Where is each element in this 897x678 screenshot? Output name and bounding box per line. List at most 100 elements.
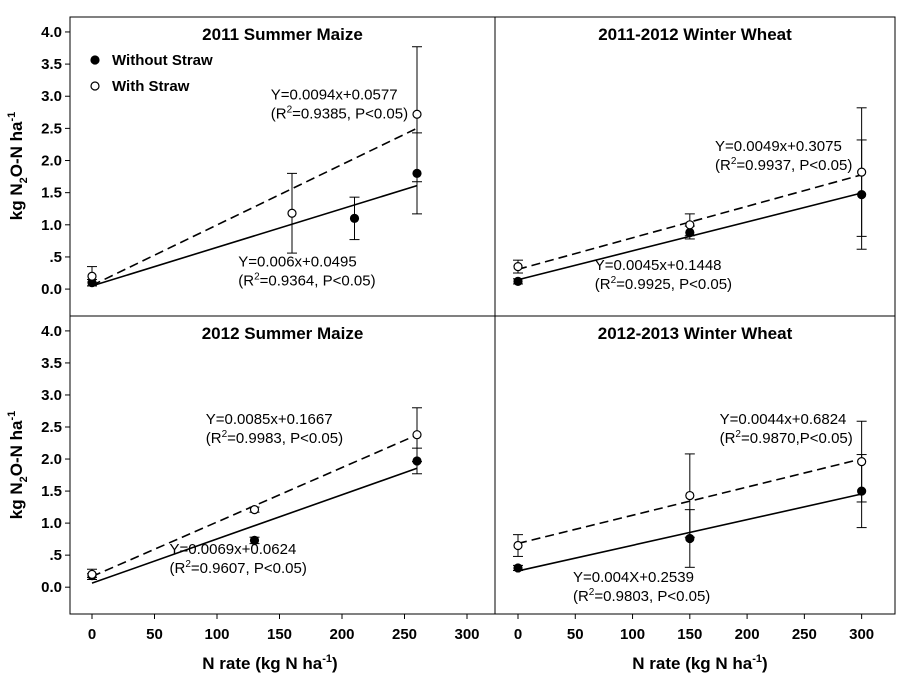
y-tick-label: 0.0 <box>41 579 62 596</box>
x-tick-label: 200 <box>329 626 354 643</box>
r2-prefix: (R <box>238 273 254 290</box>
point-with-straw <box>287 208 297 218</box>
point-with-straw <box>87 569 97 579</box>
y-tick-label: 2.0 <box>41 451 62 468</box>
r2-prefix: (R <box>595 276 611 293</box>
r2-superscript: 2 <box>731 156 737 167</box>
r2-value: =0.9803, P<0.05) <box>594 588 710 605</box>
x-axis-label: N rate (kg N ha-1) <box>632 653 767 673</box>
legend-marker-open <box>90 81 100 91</box>
panel-4: 2012-2013 Winter Wheat 0 50 100 150 200 250 300… <box>494 315 896 643</box>
y-axis-label-mid: O-N ha <box>7 420 26 476</box>
point-with-straw <box>87 271 97 281</box>
x-tick-label: 300 <box>849 626 874 643</box>
regression-stats: (R2=0.9364, P<0.05) <box>238 272 375 290</box>
r2-prefix: (R <box>206 430 222 447</box>
y-axis-label-subscript: 2 <box>18 476 30 482</box>
r2-superscript: 2 <box>589 587 595 598</box>
r2-superscript: 2 <box>254 272 260 283</box>
point-without-straw <box>513 276 523 286</box>
y-axis-label: kg N2O-N ha-1 <box>6 112 30 220</box>
regression-stats: (R2=0.9385, P<0.05) <box>271 104 408 122</box>
r2-superscript: 2 <box>222 429 228 440</box>
r2-prefix: (R <box>720 430 736 447</box>
y-tick-label: 3.5 <box>41 56 62 73</box>
y-tick-label: 4.0 <box>41 24 62 41</box>
panel-frame <box>494 315 896 615</box>
r2-value: =0.9870,P<0.05) <box>741 430 853 447</box>
y-tick-label: 2.0 <box>41 153 62 170</box>
x-tick-label: 100 <box>620 626 645 643</box>
y-tick-label: 4.0 <box>41 323 62 340</box>
r2-prefix: (R <box>271 105 287 122</box>
y-tick-label: 1.5 <box>41 483 62 500</box>
x-tick-label: 150 <box>677 626 702 643</box>
x-tick-label: 100 <box>204 626 229 643</box>
point-without-straw <box>513 563 523 573</box>
y-tick-label: 3.0 <box>41 387 62 404</box>
regression-equation: Y=0.006x+0.0495 <box>238 254 356 271</box>
point-without-straw <box>349 213 360 223</box>
legend-label: With Straw <box>112 78 190 95</box>
panel-3: 2012 Summer Maize 0.0 .5 1.0 1.5 2.0 2.5 3.0 3.5… <box>41 315 496 643</box>
panel-title: 2012-2013 Winter Wheat <box>598 324 793 343</box>
point-without-straw <box>249 535 260 546</box>
r2-value: =0.9364, P<0.05) <box>260 273 376 290</box>
x-axis-label: N rate (kg N ha-1) <box>202 653 337 673</box>
y-tick-label: 0.0 <box>41 281 62 298</box>
r2-value: =0.9983, P<0.05) <box>227 430 343 447</box>
r2-prefix: (R <box>170 560 186 577</box>
x-tick-label: 250 <box>392 626 417 643</box>
regression-stats: (R2=0.9983, P<0.05) <box>206 429 343 447</box>
y-tick-label: 1.0 <box>41 217 62 234</box>
y-axis-label: kg N2O-N ha-1 <box>6 411 30 519</box>
r2-value: =0.9925, P<0.05) <box>616 276 732 293</box>
panel-1: 2011 Summer Maize 0.0 .5 1.0 1.5 2.0 2.5 3.0 3.5… <box>41 16 496 317</box>
regression-equation: Y=0.0085x+0.1667 <box>206 411 333 428</box>
r2-value: =0.9385, P<0.05) <box>292 105 408 122</box>
y-tick-label: 3.5 <box>41 355 62 372</box>
regression-stats: (R2=0.9870,P<0.05) <box>720 429 853 447</box>
x-tick-label: 50 <box>567 626 584 643</box>
panel-title: 2011 Summer Maize <box>202 25 363 44</box>
x-tick-label: 150 <box>267 626 292 643</box>
x-axis-label-superscript: -1 <box>752 653 762 665</box>
y-axis-label-base: kg N <box>7 482 26 519</box>
y-tick-label: .5 <box>49 547 62 564</box>
r2-value: =0.9937, P<0.05) <box>736 157 852 174</box>
y-tick-label: 2.5 <box>41 419 62 436</box>
regression-equation: Y=0.0044x+0.6824 <box>720 411 847 428</box>
point-with-straw <box>857 167 867 177</box>
y-axis-label-superscript: -1 <box>6 411 18 421</box>
legend-label: Without Straw <box>112 52 213 69</box>
regression-equation: Y=0.004X+0.2539 <box>573 569 694 586</box>
y-axis-label-subscript: 2 <box>18 177 30 183</box>
fit-line-without-straw <box>91 467 418 584</box>
panel-2: 2011-2012 Winter WheatY=0.0049x+0.3075(R… <box>494 16 896 317</box>
x-tick-label: 50 <box>146 626 163 643</box>
point-with-straw <box>249 505 260 515</box>
r2-superscript: 2 <box>287 104 293 115</box>
point-with-straw <box>513 540 523 551</box>
fit-line-with-straw <box>517 174 862 271</box>
x-axis-label-end: ) <box>332 654 338 673</box>
r2-superscript: 2 <box>735 429 741 440</box>
x-tick-label: 300 <box>454 626 479 643</box>
fit-line-without-straw <box>91 184 418 287</box>
point-with-straw <box>685 220 695 230</box>
y-axis-label-mid: O-N ha <box>7 121 26 177</box>
r2-prefix: (R <box>715 157 731 174</box>
x-axis-label-end: ) <box>762 654 768 673</box>
x-tick-label: 200 <box>735 626 760 643</box>
x-tick-label: 0 <box>514 626 522 643</box>
x-axis-label-superscript: -1 <box>322 653 332 665</box>
y-axis-label-base: kg N <box>7 183 26 220</box>
x-axis-label-base: N rate (kg N ha <box>202 654 323 673</box>
x-tick-label: 0 <box>88 626 96 643</box>
point-with-straw <box>513 261 523 272</box>
r2-superscript: 2 <box>185 559 191 570</box>
y-tick-label: 3.0 <box>41 88 62 105</box>
y-tick-label: 2.5 <box>41 120 62 137</box>
legend-marker-filled <box>90 55 100 65</box>
